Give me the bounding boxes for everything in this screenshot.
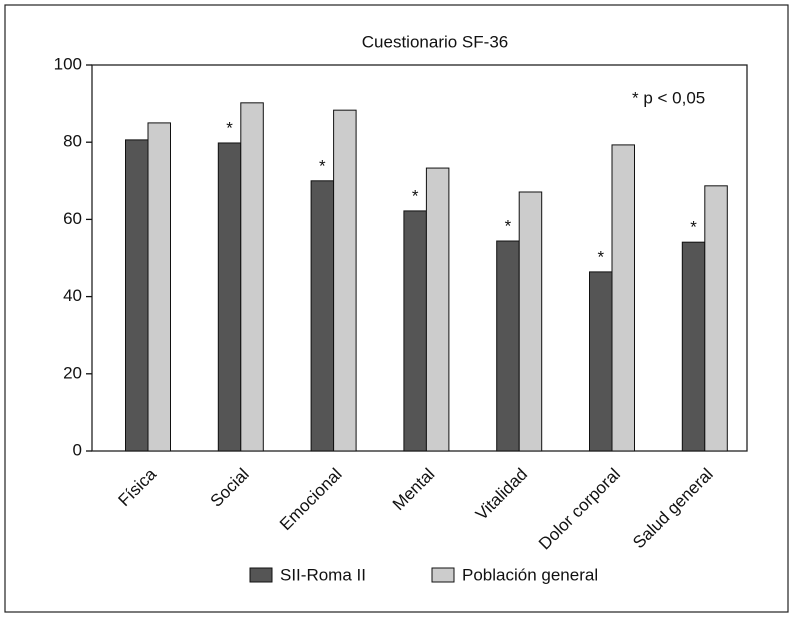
bar [704, 185, 728, 452]
significance-marker: * [690, 218, 697, 237]
significance-marker: * [319, 156, 326, 175]
bar [403, 210, 427, 452]
bar [496, 240, 520, 452]
x-tick-label: Social [207, 465, 253, 511]
legend-label: SII-Roma II [280, 565, 366, 584]
significance-marker: * [505, 217, 512, 236]
bar [125, 139, 149, 452]
bar [333, 109, 357, 452]
bar [589, 271, 613, 452]
y-tick-label: 0 [73, 440, 82, 459]
annotation: * p < 0,05 [632, 88, 705, 107]
significance-marker: * [597, 247, 604, 266]
x-tick-label: Mental [389, 465, 439, 515]
chart-title: Cuestionario SF-36 [362, 32, 508, 51]
x-tick-label: Emocional [276, 465, 346, 535]
y-tick-label: 20 [63, 363, 82, 382]
x-tick-label: Vitalidad [472, 465, 531, 524]
significance-marker: * [412, 186, 419, 205]
legend-label: Población general [462, 565, 598, 584]
bar [240, 102, 264, 452]
y-tick-label: 100 [54, 54, 82, 73]
legend-swatch [249, 567, 273, 583]
bar [681, 241, 706, 452]
bar [611, 144, 635, 452]
significance-marker: * [226, 118, 233, 137]
x-tick-label: Física [115, 464, 161, 510]
bar [425, 167, 450, 452]
bar [147, 122, 171, 452]
outer-frame [4, 4, 789, 613]
x-tick-label: Salud general [629, 465, 717, 553]
bar [217, 142, 242, 452]
bar [310, 180, 335, 452]
bar [518, 191, 543, 452]
y-tick-label: 80 [63, 132, 82, 151]
y-tick-label: 40 [63, 286, 82, 305]
legend-swatch [431, 567, 455, 583]
y-tick-label: 60 [63, 209, 82, 228]
x-tick-label: Dolor corporal [535, 465, 624, 554]
